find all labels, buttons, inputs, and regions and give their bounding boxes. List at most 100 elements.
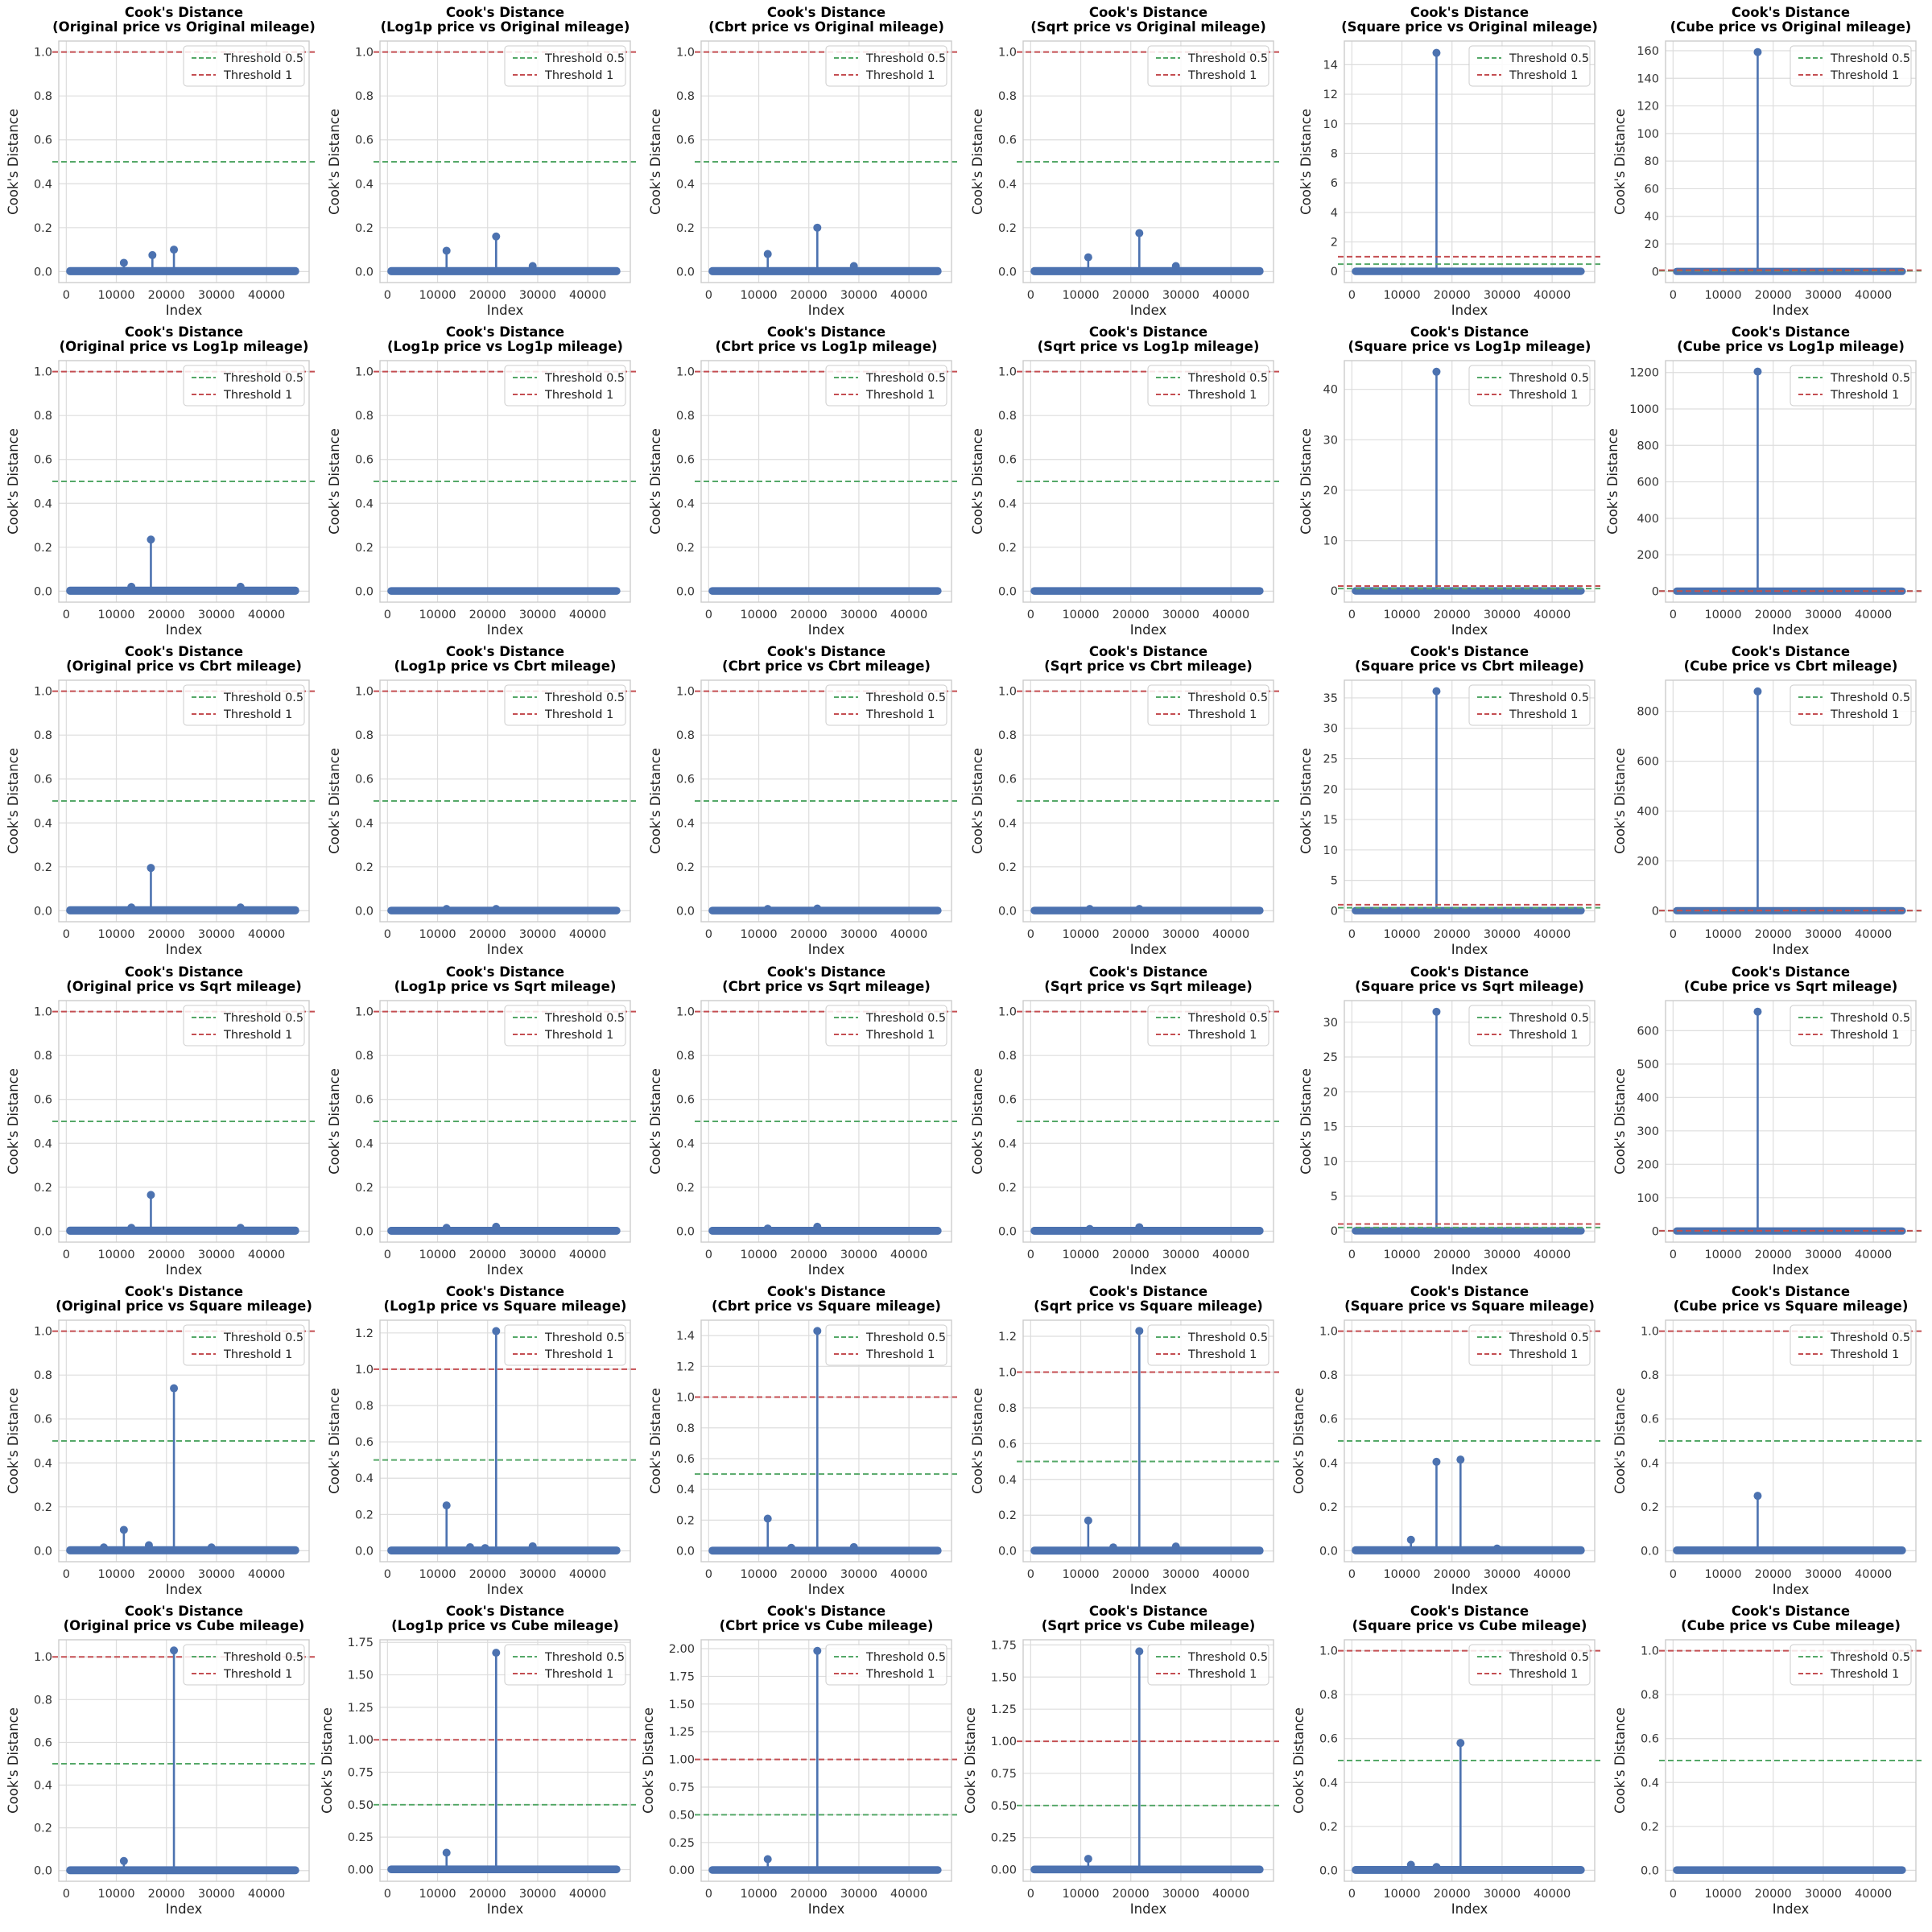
x-tick-label: 20000 — [148, 289, 185, 302]
y-tick-label: 0.4 — [355, 497, 374, 510]
legend-label: Threshold 1 — [544, 69, 613, 82]
y-tick-label: 0.6 — [1319, 1733, 1338, 1746]
plot-subtitle: (Log1p price vs Log1p mileage) — [387, 339, 623, 354]
legend-box — [1468, 1005, 1591, 1046]
legend-label: Threshold 0.5 — [544, 1651, 625, 1664]
y-tick-label: 1.0 — [34, 1651, 52, 1664]
plot-title: Cook's Distance — [1410, 1604, 1529, 1619]
stem-marker — [763, 250, 772, 258]
y-tick-label: 0.2 — [355, 1182, 374, 1195]
legend: Threshold 0.5 Threshold 1 — [1790, 1324, 1912, 1366]
y-tick-label: 0.0 — [998, 1546, 1017, 1558]
x-tick-label: 10000 — [1383, 289, 1420, 302]
y-tick-label: 0.4 — [676, 1484, 695, 1496]
y-tick-label: 0.0 — [355, 1225, 374, 1238]
subplot-3-1: Cook's Distance(Original price vs Cbrt m… — [6, 644, 316, 957]
x-axis-label: Index — [1130, 303, 1167, 318]
plot-subtitle: (Original price vs Square mileage) — [56, 1298, 312, 1314]
axes-frame — [379, 40, 631, 283]
x-tick-label: 10000 — [1704, 289, 1741, 302]
y-tick-label: 0.4 — [1641, 1777, 1659, 1790]
x-tick-label: 20000 — [148, 609, 185, 621]
plot-subtitle: (Cbrt price vs Cbrt mileage) — [722, 658, 931, 674]
subplot-2-6: Cook's Distance(Cube price vs Log1p mile… — [1605, 324, 1922, 638]
y-tick-label: 0 — [1652, 585, 1659, 598]
y-axis-label: Cook's Distance — [1612, 1707, 1628, 1814]
stem-marker — [1171, 262, 1180, 270]
legend-label: Threshold 0.5 — [1187, 372, 1268, 385]
y-tick-label: 15 — [1323, 814, 1338, 827]
x-tick-label: 20000 — [791, 1249, 828, 1261]
legend-box — [1468, 365, 1591, 407]
legend: Threshold 0.5 Threshold 1 — [183, 365, 305, 407]
y-tick-label: 0.8 — [1319, 1689, 1338, 1702]
x-axis-label: Index — [1773, 942, 1810, 957]
legend-label: Threshold 0.5 — [1509, 691, 1589, 704]
y-axis-label: Cook's Distance — [1612, 748, 1628, 854]
legend-label: Threshold 1 — [223, 389, 292, 402]
legend-box — [183, 684, 305, 726]
stem-marker — [170, 1646, 179, 1655]
stem-marker — [813, 1646, 822, 1655]
x-tick-label: 20000 — [791, 609, 828, 621]
legend-label: Threshold 1 — [1509, 708, 1578, 721]
stem-marker — [763, 1514, 772, 1523]
y-tick-label: 0.8 — [998, 1050, 1017, 1063]
plot-area — [66, 535, 299, 595]
axes-frame — [1665, 1639, 1917, 1882]
axes-frame — [379, 679, 631, 923]
stem-marker — [1084, 253, 1092, 262]
y-tick-label: 1.0 — [676, 686, 695, 699]
plot-area — [1673, 1492, 1906, 1554]
x-tick-label: 40000 — [1855, 928, 1892, 941]
y-tick-label: 0.0 — [1319, 1864, 1338, 1877]
legend-label: Threshold 1 — [544, 1029, 613, 1042]
legend-label: Threshold 0.5 — [865, 372, 946, 385]
y-tick-label: 80 — [1645, 155, 1659, 168]
legend-box — [1147, 1644, 1269, 1686]
plot-subtitle: (Log1p price vs Cube mileage) — [391, 1618, 619, 1633]
y-tick-label: 1.0 — [355, 47, 374, 60]
y-tick-label: 0.8 — [676, 410, 695, 423]
x-tick-label: 20000 — [791, 1888, 828, 1901]
legend-label: Threshold 1 — [1509, 1348, 1578, 1361]
y-tick-label: 0.6 — [676, 134, 695, 147]
legend-label: Threshold 0.5 — [223, 372, 303, 385]
x-tick-label: 0 — [63, 609, 70, 621]
subplot-5-3: Cook's Distance(Cbrt price vs Square mil… — [648, 1284, 958, 1597]
y-tick-label: 0.2 — [998, 222, 1017, 235]
plot-title: Cook's Distance — [767, 644, 886, 659]
y-tick-label: 30 — [1323, 1017, 1338, 1030]
legend-label: Threshold 1 — [223, 708, 292, 721]
x-tick-label: 0 — [384, 1249, 391, 1261]
x-tick-label: 30000 — [840, 609, 877, 621]
legend-label: Threshold 0.5 — [1187, 52, 1268, 65]
y-axis-label: Cook's Distance — [1612, 109, 1628, 215]
x-tick-label: 10000 — [1704, 609, 1741, 621]
x-tick-label: 40000 — [248, 1888, 285, 1901]
x-tick-label: 30000 — [519, 1249, 556, 1261]
plot-subtitle: (Cube price vs Cbrt mileage) — [1684, 658, 1898, 674]
legend-box — [1790, 365, 1912, 407]
x-tick-label: 20000 — [469, 1568, 506, 1581]
stem-marker — [1432, 1007, 1441, 1016]
stem-marker — [1135, 905, 1144, 914]
y-axis-label: Cook's Distance — [6, 748, 21, 854]
plot-subtitle: (Log1p price vs Cbrt mileage) — [394, 658, 617, 674]
x-tick-label: 0 — [705, 289, 712, 302]
stem-marker — [236, 1224, 245, 1232]
y-tick-label: 0.6 — [676, 454, 695, 467]
plot-area — [66, 1384, 299, 1554]
plot-title: Cook's Distance — [1410, 964, 1529, 980]
plot-title: Cook's Distance — [1089, 644, 1208, 659]
plot-area — [1030, 587, 1264, 595]
x-tick-label: 40000 — [1855, 1568, 1892, 1581]
stem-marker — [1406, 1535, 1415, 1544]
y-tick-label: 500 — [1637, 1059, 1659, 1071]
y-tick-label: 400 — [1637, 513, 1659, 526]
y-tick-label: 12 — [1323, 89, 1338, 101]
stem-marker — [119, 258, 128, 267]
legend-label: Threshold 0.5 — [1830, 372, 1910, 385]
legend: Threshold 0.5 Threshold 1 — [1468, 365, 1591, 407]
x-tick-label: 30000 — [1805, 609, 1842, 621]
